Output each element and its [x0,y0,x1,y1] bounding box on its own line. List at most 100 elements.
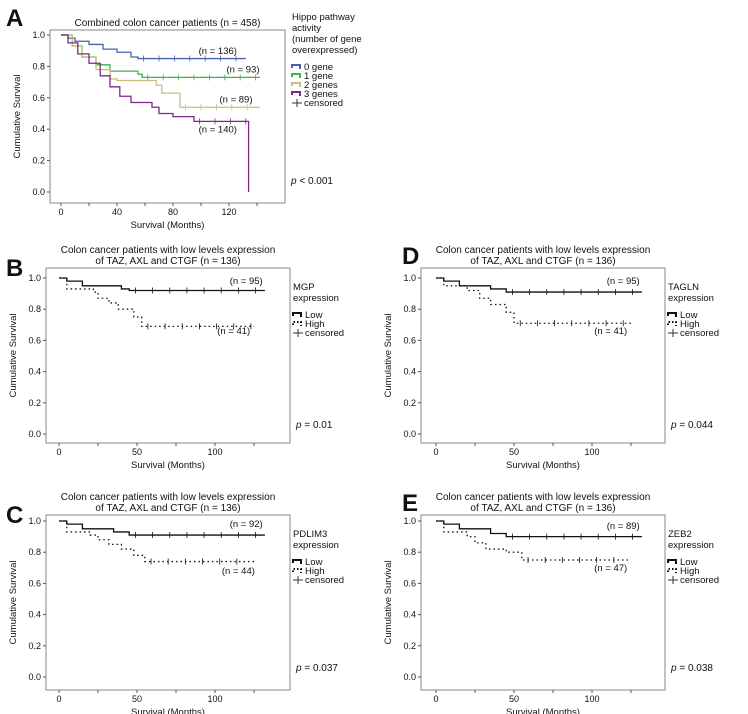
n-label: (n = 95) [607,276,640,287]
x-tick-label: 0 [56,447,61,457]
y-tick-label: 0.4 [28,367,41,377]
y-axis-label: Cumulative Survival [8,314,19,398]
p-value: p < 0.001 [290,176,333,187]
y-tick-label: 1.0 [28,516,41,526]
chart-title: Combined colon cancer patients (n = 458) [75,18,261,29]
y-tick-label: 0.0 [403,429,416,439]
legend-label: censored [680,328,719,339]
x-axis-label: Survival (Months) [131,707,205,714]
legend-swatch [292,559,302,564]
legend-label: censored [305,575,344,586]
panel-label: E [402,490,418,517]
x-tick-label: 100 [207,694,222,704]
survival-curve-2-genes [61,34,260,108]
survival-curve-high [436,277,631,324]
survival-curve-high [59,277,254,328]
y-tick-label: 0.6 [28,335,41,345]
y-tick-label: 0.4 [403,610,416,620]
x-axis-label: Survival (Months) [506,707,580,714]
legend-swatch [291,91,301,96]
panel-label: B [6,255,23,282]
legend-swatch [292,568,302,573]
y-tick-label: 0.0 [403,672,416,682]
legend-label: Low [305,557,323,568]
n-label: (n = 136) [199,46,237,57]
legend-label: Low [305,310,323,321]
legend-label: censored [680,575,719,586]
x-tick-label: 0 [433,447,438,457]
y-tick-label: 0.8 [403,547,416,557]
x-tick-label: 100 [584,694,599,704]
x-tick-label: 100 [584,447,599,457]
legend-swatch [292,312,302,317]
y-axis-label: Cumulative Survival [12,75,23,159]
legend-label: High [680,566,700,577]
y-tick-label: 0.0 [32,187,45,197]
y-tick-label: 0.4 [32,124,45,134]
chart-title: Colon cancer patients with low levels ex… [436,492,651,503]
x-tick-label: 50 [509,447,519,457]
y-tick-label: 0.0 [28,429,41,439]
chart-title: Colon cancer patients with low levels ex… [61,245,276,256]
y-tick-label: 0.2 [32,156,45,166]
legend-title: PDLIM3 [293,529,327,540]
legend-title: overexpressed) [292,45,357,56]
legend-title: expression [293,293,339,304]
y-tick-label: 1.0 [32,30,45,40]
x-tick-label: 0 [58,207,63,217]
legend-title: ZEB2 [668,529,692,540]
chart-title: Colon cancer patients with low levels ex… [61,492,276,503]
p-value: p = 0.01 [295,420,333,431]
x-tick-label: 50 [132,447,142,457]
n-label: (n = 89) [607,521,640,532]
survival-curve-high [59,520,254,563]
p-value: p = 0.038 [670,663,713,674]
p-value: p = 0.044 [670,420,713,431]
n-label: (n = 93) [226,65,259,76]
y-tick-label: 0.4 [28,610,41,620]
survival-curve-3-genes [61,34,250,192]
legend-swatch [292,321,302,326]
n-label: (n = 47) [594,563,627,574]
legend-title: expression [668,293,714,304]
y-axis-label: Cumulative Survival [8,561,19,645]
n-label: (n = 44) [222,566,255,577]
plot-frame [420,267,666,444]
chart-title: of TAZ, AXL and CTGF (n = 136) [470,256,615,267]
legend-title: MGP [293,282,315,293]
x-tick-label: 40 [112,207,122,217]
panel-label: D [402,243,419,270]
y-tick-label: 0.6 [32,93,45,103]
legend-label: 2 genes [304,80,338,91]
legend-swatch [291,64,301,69]
x-tick-label: 0 [56,694,61,704]
chart-title: of TAZ, AXL and CTGF (n = 136) [470,503,615,514]
y-tick-label: 0.2 [28,641,41,651]
y-tick-label: 0.8 [28,547,41,557]
x-tick-label: 50 [509,694,519,704]
legend-swatch [667,568,677,573]
x-tick-label: 100 [207,447,222,457]
n-label: (n = 89) [219,95,252,106]
y-tick-label: 0.6 [403,578,416,588]
chart-title: of TAZ, AXL and CTGF (n = 136) [95,503,240,514]
plot-frame [420,514,666,691]
plot-frame [45,267,291,444]
y-axis-label: Cumulative Survival [383,561,394,645]
legend-label: 1 gene [304,71,333,82]
legend-title: expression [293,540,339,551]
y-tick-label: 1.0 [403,273,416,283]
y-tick-label: 0.8 [32,61,45,71]
y-tick-label: 0.4 [403,367,416,377]
survival-curve-high [436,520,631,561]
legend-swatch [291,73,301,78]
n-label: (n = 41) [594,326,627,337]
survival-curve-0-gene [61,34,246,60]
y-tick-label: 0.2 [28,398,41,408]
legend-label: 3 genes [304,89,338,100]
x-axis-label: Survival (Months) [131,460,205,471]
chart-title: of TAZ, AXL and CTGF (n = 136) [95,256,240,267]
legend-swatch [667,559,677,564]
legend-title: expression [668,540,714,551]
legend-label: Low [680,310,698,321]
